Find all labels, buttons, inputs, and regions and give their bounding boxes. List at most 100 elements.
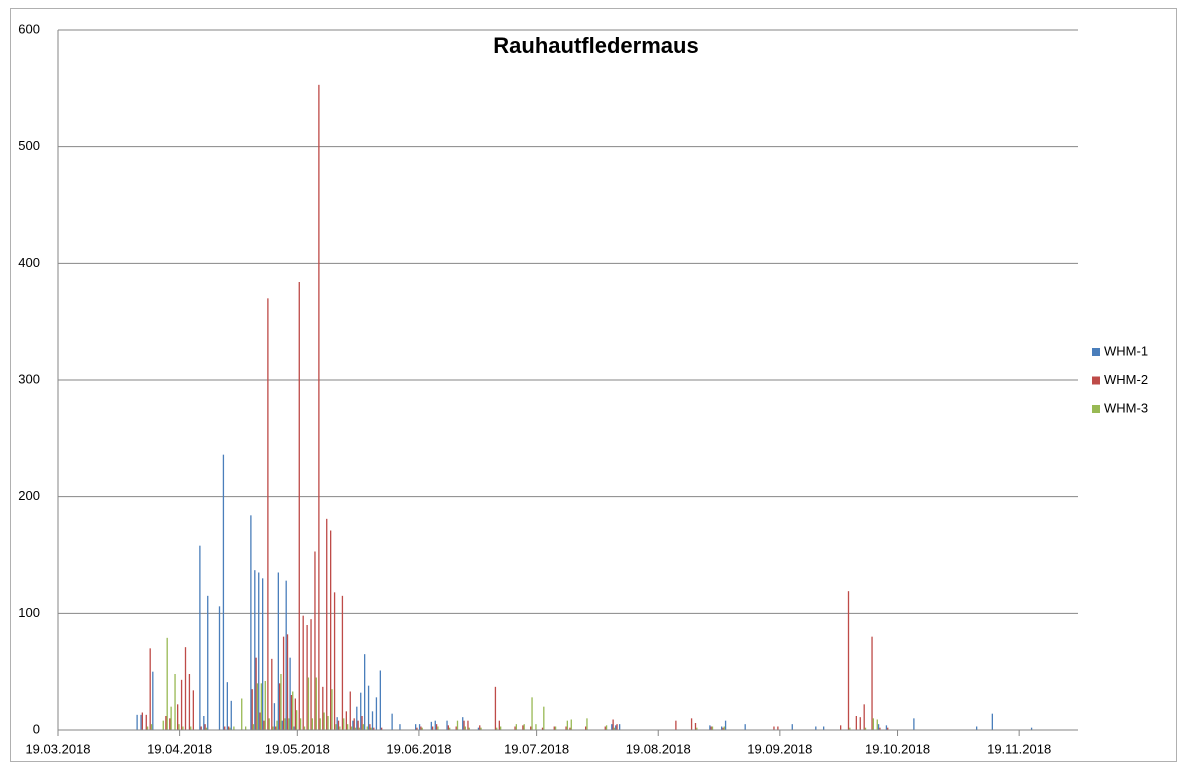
bar	[353, 718, 355, 730]
bar	[218, 606, 221, 730]
bar	[357, 720, 359, 730]
bar	[371, 711, 374, 730]
bar	[354, 727, 357, 730]
bar	[174, 674, 176, 730]
bar	[141, 712, 143, 730]
bar	[336, 717, 338, 730]
bar	[241, 698, 243, 730]
bar	[462, 717, 464, 730]
bar	[367, 685, 370, 730]
legend-label: WHM-1	[1104, 343, 1148, 358]
bar	[467, 720, 469, 730]
bar	[773, 726, 775, 730]
bar	[455, 726, 457, 730]
y-tick-label: 500	[18, 138, 40, 153]
bar	[416, 727, 418, 730]
bar	[494, 686, 497, 730]
bar	[415, 724, 417, 730]
bar	[204, 724, 206, 730]
bar	[849, 727, 851, 730]
bar	[298, 282, 300, 730]
bar	[479, 725, 481, 730]
bar	[369, 724, 371, 730]
bar	[605, 725, 608, 730]
bar	[258, 572, 260, 730]
bar	[885, 725, 888, 730]
bar	[815, 726, 817, 730]
bar	[612, 719, 614, 730]
bar	[515, 724, 517, 730]
bar	[339, 726, 341, 730]
bar	[264, 681, 266, 730]
bar	[306, 625, 308, 730]
bar	[500, 726, 502, 730]
bar	[709, 725, 711, 730]
bar	[876, 719, 878, 730]
x-tick-label: 19.07.2018	[504, 741, 569, 756]
bar	[222, 454, 225, 730]
bar	[294, 698, 296, 730]
bar	[447, 725, 449, 730]
bar	[446, 720, 448, 730]
bar	[498, 720, 500, 730]
bar	[366, 726, 368, 730]
bar	[255, 657, 257, 730]
y-tick-label: 100	[18, 605, 40, 620]
bar	[233, 726, 235, 730]
bar	[205, 727, 208, 730]
bar	[250, 515, 252, 730]
bar	[437, 726, 439, 730]
bar	[391, 713, 393, 730]
bar	[180, 679, 183, 730]
bar	[341, 595, 344, 730]
bar	[847, 591, 850, 730]
bar	[710, 726, 712, 730]
bar	[251, 689, 253, 730]
bar	[364, 654, 366, 730]
bar	[310, 619, 312, 730]
bar	[370, 727, 372, 730]
bar	[299, 718, 302, 730]
bar	[282, 636, 285, 730]
bar	[268, 718, 270, 730]
bar	[530, 726, 532, 730]
x-tick-label: 19.10.2018	[865, 741, 930, 756]
bar	[373, 727, 375, 730]
bar	[570, 719, 572, 730]
bar	[375, 697, 378, 730]
bar	[146, 726, 149, 730]
bar	[722, 727, 724, 730]
bar	[611, 724, 613, 730]
bar	[711, 726, 714, 730]
bar	[331, 689, 333, 730]
bar	[613, 727, 616, 730]
bar	[352, 720, 354, 730]
bar	[224, 726, 226, 730]
bar	[165, 716, 167, 730]
bar	[260, 683, 262, 730]
bar	[724, 720, 727, 730]
bar	[381, 727, 383, 730]
bar	[418, 724, 421, 730]
bar	[496, 727, 498, 730]
y-tick-label: 0	[33, 721, 40, 736]
bar	[263, 720, 265, 730]
bar	[872, 718, 874, 730]
bar	[514, 726, 516, 730]
bar	[326, 518, 328, 730]
legend-swatch	[1092, 348, 1100, 356]
bar	[421, 727, 423, 730]
bar	[744, 724, 746, 730]
bar	[855, 716, 857, 730]
bar	[523, 724, 525, 730]
legend-swatch	[1092, 376, 1100, 385]
bar	[777, 726, 779, 730]
bar	[586, 718, 588, 730]
bar	[358, 727, 361, 730]
bar	[535, 724, 537, 730]
bar	[256, 683, 259, 730]
bar	[696, 727, 698, 730]
bar	[350, 726, 353, 730]
bar	[293, 726, 295, 730]
